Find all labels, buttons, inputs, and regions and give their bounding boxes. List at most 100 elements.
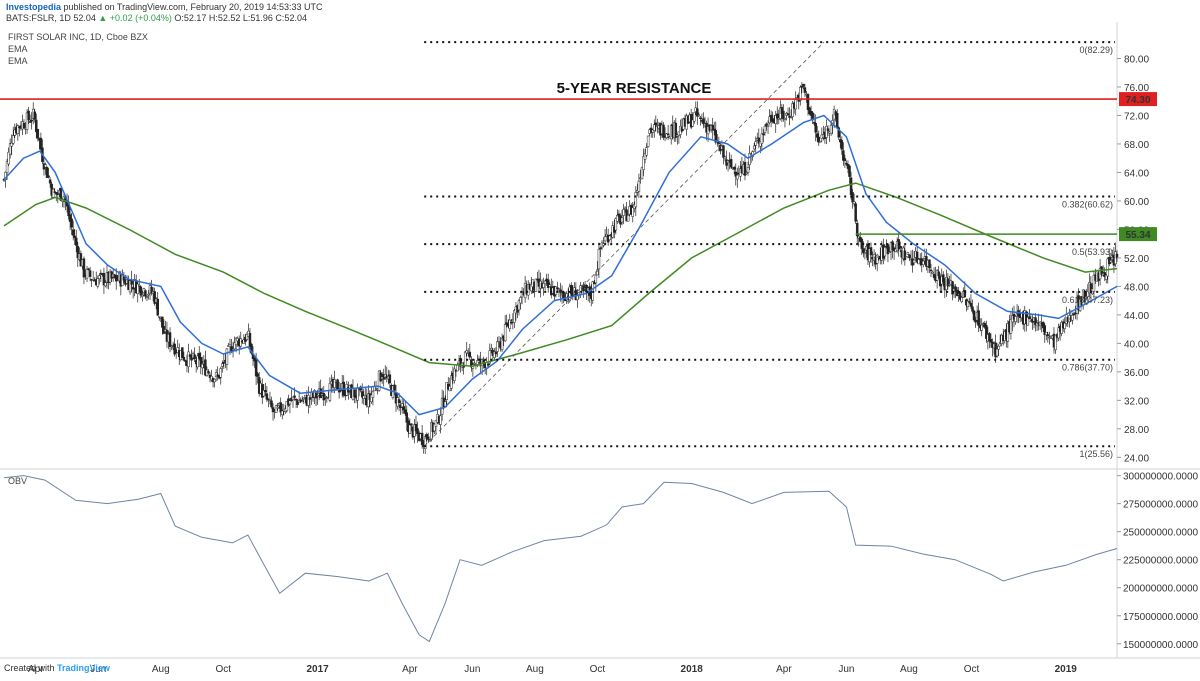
publish-text: published on TradingView.com, February 2… — [63, 2, 323, 12]
candle-body — [928, 259, 931, 268]
candle-body — [156, 298, 159, 316]
candle-body — [614, 218, 618, 231]
candle-body — [712, 128, 716, 131]
candle-body — [508, 319, 512, 329]
candle-body — [500, 337, 504, 350]
candle-body — [439, 415, 442, 425]
candle-body — [875, 254, 879, 264]
candle-body — [293, 395, 296, 398]
candle-body — [48, 179, 52, 184]
candle-body — [463, 351, 467, 366]
candle-body — [603, 236, 607, 242]
candle-body — [187, 351, 190, 368]
obv-tick-label: 200000000.0000 — [1123, 584, 1199, 595]
candle-body — [997, 345, 1000, 350]
candle-body — [752, 145, 756, 150]
candle-body — [98, 275, 101, 279]
candle-body — [1043, 325, 1046, 335]
candle-body — [616, 214, 619, 222]
candle-body — [653, 124, 656, 131]
candle-body — [1072, 313, 1076, 316]
candle-body — [1026, 317, 1030, 326]
candle-body — [1046, 334, 1050, 337]
candle-body — [445, 382, 448, 400]
candle-body — [915, 251, 919, 263]
candle-body — [666, 133, 670, 136]
candle-body — [448, 386, 452, 392]
candle-body — [1092, 274, 1096, 292]
candle-body — [743, 161, 747, 176]
candle-body — [145, 296, 149, 298]
candle-body — [248, 333, 252, 347]
candle-body — [488, 350, 492, 364]
candle-body — [696, 108, 699, 117]
candle-body — [570, 285, 573, 295]
candle-body — [958, 292, 962, 300]
candle-body — [1009, 319, 1013, 334]
price-tick-label: 76.00 — [1124, 83, 1149, 94]
price-tick-label: 40.00 — [1124, 339, 1149, 350]
candle-body — [766, 125, 770, 127]
candle-body — [905, 256, 908, 259]
quote-prefix: BATS:FSLR, 1D 52.04 — [6, 13, 96, 23]
candle-body — [288, 400, 292, 405]
candle-body — [33, 111, 36, 120]
candle-body — [403, 409, 407, 414]
chart-frame — [0, 22, 1200, 659]
candle-body — [891, 241, 894, 251]
candle-body — [912, 259, 916, 264]
candle-body — [908, 254, 911, 259]
candle-body — [423, 436, 427, 449]
candle-body — [546, 279, 550, 289]
candle-body — [1063, 322, 1066, 329]
time-tick-label: Jun — [838, 664, 854, 675]
candle-body — [279, 402, 282, 413]
candle-body — [131, 286, 135, 290]
candle-body — [711, 124, 714, 131]
chart-labels: FIRST SOLAR INC, 1D, Cboe BZX EMA EMA OB… — [8, 32, 711, 486]
candle-body — [1085, 296, 1088, 299]
candle-body — [674, 122, 678, 138]
candle-body — [723, 156, 727, 159]
candle-body — [786, 113, 790, 116]
fib-level-label: 0(82.29) — [1079, 45, 1113, 55]
candle-body — [837, 127, 840, 138]
candle-body — [969, 302, 973, 307]
candle-body — [245, 334, 249, 340]
candle-body — [634, 192, 638, 208]
candle-body — [493, 351, 496, 358]
candle-body — [519, 297, 522, 304]
candle-body — [87, 268, 90, 270]
candle-body — [637, 180, 641, 192]
price-tick-label: 36.00 — [1124, 368, 1149, 379]
candle-body — [922, 260, 925, 265]
candle-body — [138, 285, 141, 287]
fib-level-label: 0.5(53.93) — [1072, 247, 1113, 257]
candle-body — [410, 423, 413, 426]
fib-trendline — [423, 41, 825, 447]
candle-body — [868, 248, 871, 263]
candle-body — [815, 133, 819, 138]
candle-body — [256, 373, 259, 377]
candle-body — [486, 363, 490, 366]
candle-body — [505, 322, 508, 326]
candle-body — [803, 87, 807, 93]
candle-body — [96, 278, 100, 287]
candle-body — [971, 306, 974, 312]
candle-body — [1028, 316, 1031, 320]
candle-body — [814, 123, 817, 133]
candle-body — [388, 374, 392, 384]
candle-body — [762, 133, 765, 136]
candle-body — [980, 324, 983, 331]
candle-body — [843, 158, 847, 161]
ema-legend-2: EMA — [8, 56, 28, 66]
candle-body — [869, 247, 873, 256]
candle-body — [75, 237, 78, 246]
candle-body — [27, 110, 30, 121]
candle-body — [360, 391, 364, 398]
candle-body — [170, 345, 173, 347]
candle-body — [397, 399, 401, 403]
candle-body — [39, 137, 43, 150]
candle-body — [806, 94, 810, 111]
